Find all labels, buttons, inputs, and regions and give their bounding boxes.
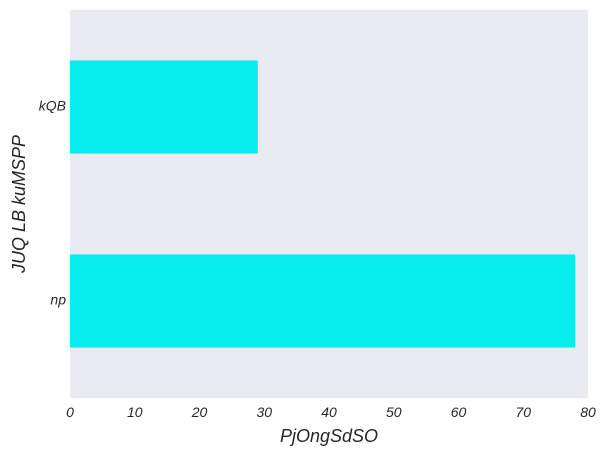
y-tick-label: np bbox=[50, 292, 66, 308]
x-tick-label: 80 bbox=[580, 404, 596, 420]
x-ticks: 0 10 20 30 40 50 60 70 80 bbox=[66, 404, 596, 420]
x-axis-label: PjOngSdSO bbox=[280, 426, 378, 446]
y-tick-label: kQB bbox=[39, 98, 66, 114]
bars bbox=[70, 60, 576, 348]
x-tick-label: 60 bbox=[451, 404, 467, 420]
x-tick-label: 40 bbox=[321, 404, 337, 420]
x-tick-label: 50 bbox=[386, 404, 402, 420]
x-tick-label: 70 bbox=[515, 404, 531, 420]
x-tick-label: 30 bbox=[256, 404, 272, 420]
x-tick-label: 20 bbox=[191, 404, 208, 420]
x-tick-label: 0 bbox=[66, 404, 74, 420]
y-axis-label: JUQ LB kuMSPP bbox=[9, 135, 29, 274]
bar-np bbox=[70, 254, 576, 348]
bar-kQB bbox=[70, 60, 258, 154]
x-tick-label: 10 bbox=[127, 404, 143, 420]
y-ticks: kQB np bbox=[39, 98, 66, 308]
